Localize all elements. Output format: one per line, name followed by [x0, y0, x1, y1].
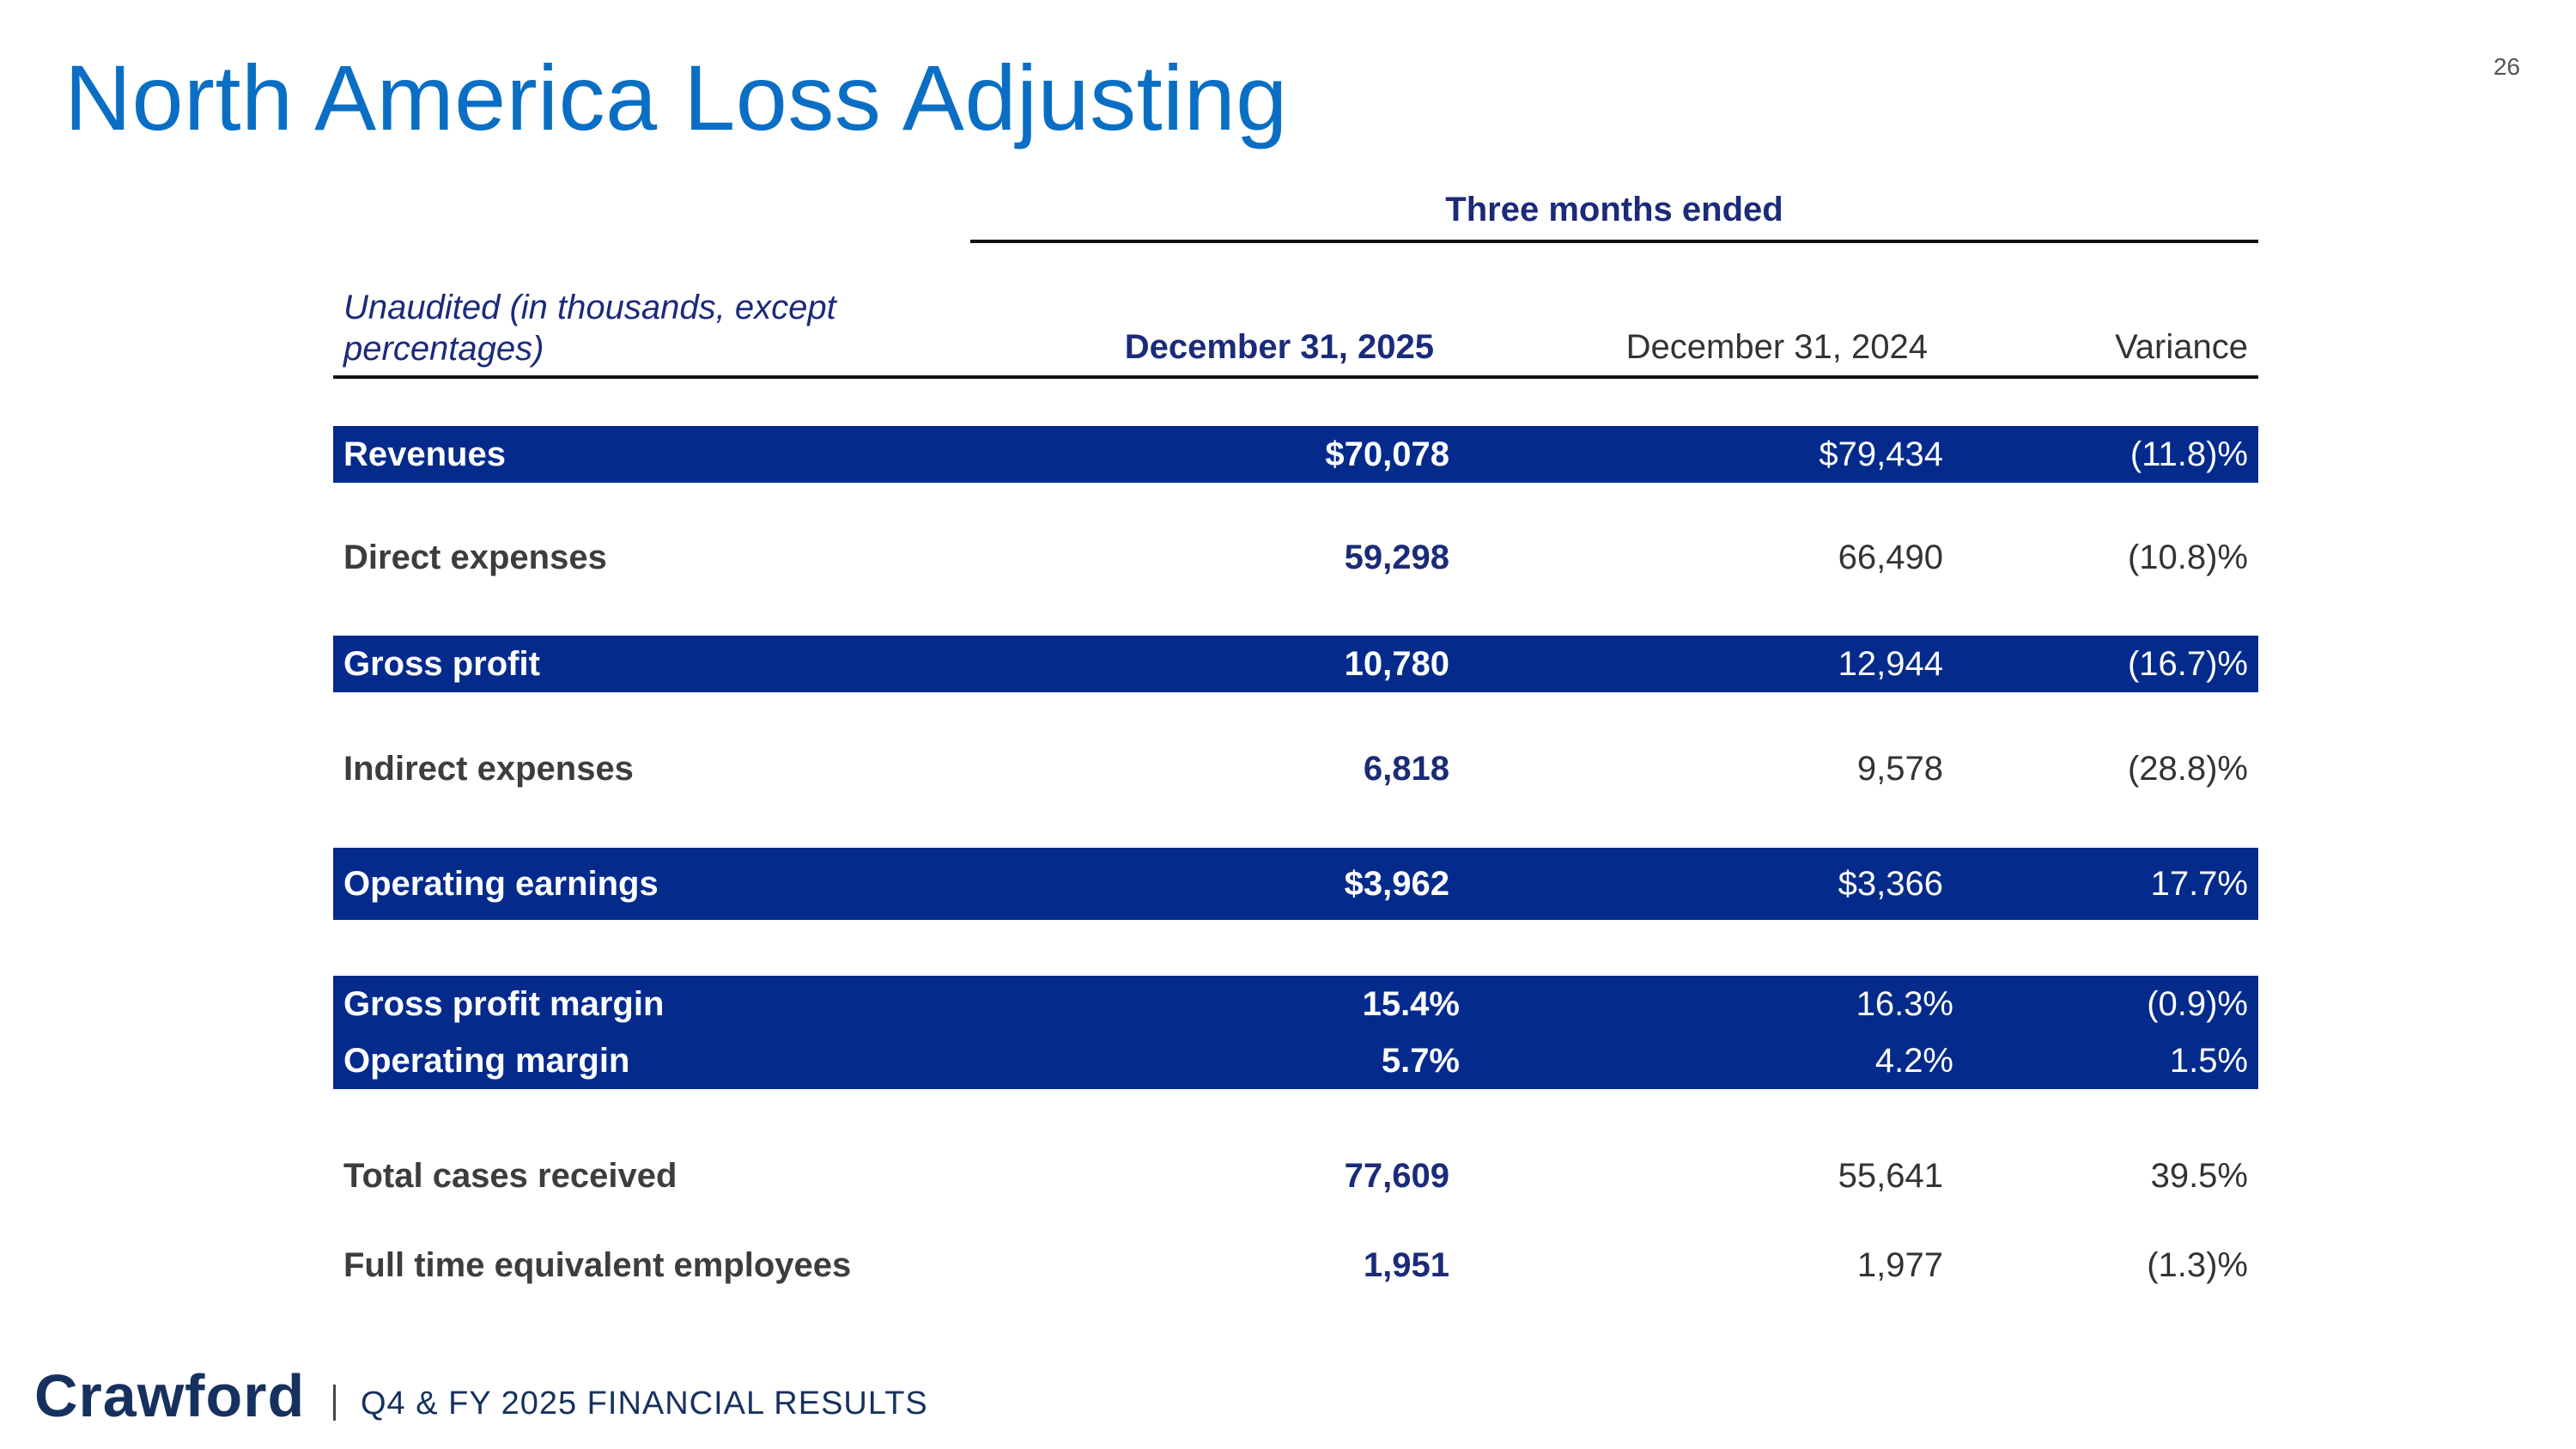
period-rule — [970, 240, 2258, 243]
row-current: 77,609 — [1344, 1157, 1449, 1195]
row-variance: 1.5% — [2169, 1042, 2248, 1080]
row-current: 6,818 — [1363, 750, 1449, 788]
row-prior: 55,641 — [1838, 1157, 1943, 1195]
row-prior: 1,977 — [1856, 1246, 1943, 1284]
row-variance: (1.3)% — [2147, 1246, 2248, 1284]
table-row-indirect-expenses: Indirect expenses 6,818 9,578 (28.8)% — [333, 740, 2258, 797]
table-row-gross-profit: Gross profit 10,780 12,944 (16.7)% — [333, 636, 2258, 692]
row-variance: (28.8)% — [2127, 750, 2248, 788]
row-prior: 12,944 — [1838, 645, 1943, 683]
row-label: Gross profit — [343, 645, 540, 683]
row-label: Operating earnings — [343, 865, 659, 903]
row-current: 5.7% — [1381, 1042, 1460, 1080]
row-variance: (10.8)% — [2127, 539, 2248, 576]
row-current: 10,780 — [1344, 645, 1449, 683]
table-row-direct-expenses: Direct expenses 59,298 66,490 (10.8)% — [333, 529, 2258, 586]
row-current: 15.4% — [1362, 985, 1460, 1023]
row-current: $70,078 — [1325, 435, 1449, 473]
column-header-current: December 31, 2025 — [1124, 328, 1434, 366]
row-current: 1,951 — [1363, 1246, 1449, 1284]
row-prior: 4.2% — [1874, 1042, 1953, 1080]
table-row-revenues: Revenues $70,078 $79,434 (11.8)% — [333, 426, 2258, 483]
row-current: $3,962 — [1344, 865, 1449, 903]
crawford-logo: Crawford — [34, 1362, 306, 1429]
footer-text: Q4 & FY 2025 FINANCIAL RESULTS — [361, 1385, 928, 1422]
row-label: Operating margin — [343, 1042, 630, 1080]
unaudited-note: Unaudited (in thousands, except percenta… — [343, 289, 836, 368]
row-label: Indirect expenses — [343, 750, 634, 788]
table-row-gross-profit-margin: Gross profit margin 15.4% 16.3% (0.9)% — [333, 976, 2258, 1032]
row-variance: 17.7% — [2150, 865, 2248, 903]
column-header-variance: Variance — [2115, 328, 2248, 366]
header-rule — [333, 375, 2258, 379]
table-row-total-cases: Total cases received 77,609 55,641 39.5% — [333, 1148, 2258, 1204]
row-prior: $79,434 — [1819, 435, 1943, 473]
row-label: Full time equivalent employees — [343, 1246, 852, 1284]
row-prior: 66,490 — [1838, 539, 1943, 576]
page-title: North America Loss Adjusting — [64, 46, 1288, 149]
footer-separator — [333, 1385, 336, 1421]
column-header-prior: December 31, 2024 — [1625, 328, 1928, 366]
row-prior: 16.3% — [1856, 985, 1953, 1023]
row-label: Total cases received — [343, 1157, 677, 1195]
table-row-fte-employees: Full time equivalent employees 1,951 1,9… — [333, 1237, 2258, 1294]
table-row-operating-margin: Operating margin 5.7% 4.2% 1.5% — [333, 1032, 2258, 1089]
row-prior: $3,366 — [1838, 865, 1943, 903]
row-variance: (16.7)% — [2127, 645, 2248, 683]
table-row-operating-earnings: Operating earnings $3,962 $3,366 17.7% — [333, 848, 2258, 920]
row-current: 59,298 — [1344, 539, 1449, 576]
row-label: Gross profit margin — [343, 985, 665, 1023]
period-header: Three months ended — [1445, 191, 1783, 228]
page-number: 26 — [2493, 53, 2520, 80]
row-label: Direct expenses — [343, 539, 607, 576]
row-label: Revenues — [343, 435, 506, 473]
row-prior: 9,578 — [1856, 750, 1943, 788]
row-variance: (11.8)% — [2129, 435, 2248, 473]
row-variance: 39.5% — [2150, 1157, 2248, 1195]
row-variance: (0.9)% — [2147, 985, 2248, 1023]
